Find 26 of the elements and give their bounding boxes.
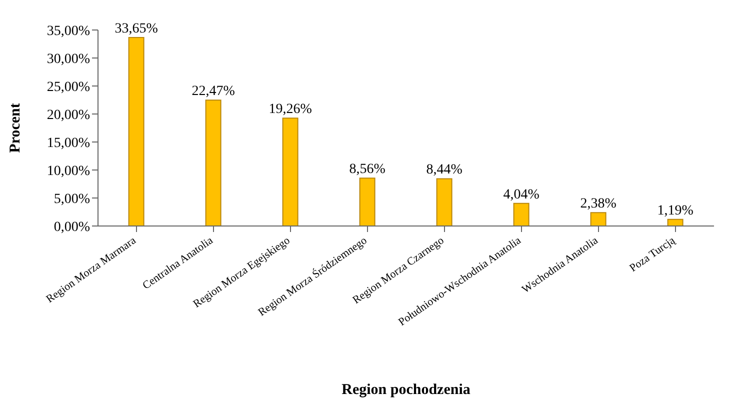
data-label: 1,19% <box>657 203 694 218</box>
bar <box>359 178 376 226</box>
data-label: 22,47% <box>192 84 236 100</box>
data-label: 33,65% <box>114 22 158 37</box>
x-axis-title: Region pochodzenia <box>342 382 471 398</box>
y-tick-label: 0,00% <box>54 220 90 235</box>
y-tick-label: 15,00% <box>46 136 90 151</box>
y-tick-label: 35,00% <box>46 24 90 39</box>
y-tick-label: 25,00% <box>46 80 90 95</box>
y-tick-label: 10,00% <box>46 164 90 179</box>
data-label: 8,44% <box>426 162 463 178</box>
data-label: 19,26% <box>268 102 312 118</box>
bar <box>205 100 222 226</box>
bar <box>128 37 144 226</box>
bar <box>513 202 530 226</box>
bar <box>590 212 606 226</box>
y-tick-label: 5,00% <box>54 192 90 207</box>
bar <box>667 218 684 226</box>
y-tick-label: 30,00% <box>46 52 90 67</box>
bar <box>436 178 452 226</box>
y-axis-title: Procent <box>7 103 24 153</box>
data-label: 4,04% <box>503 187 540 202</box>
bar <box>282 118 298 226</box>
y-tick-label: 20,00% <box>46 108 90 123</box>
data-label: 2,38% <box>580 196 617 212</box>
data-label: 8,56% <box>349 162 386 178</box>
